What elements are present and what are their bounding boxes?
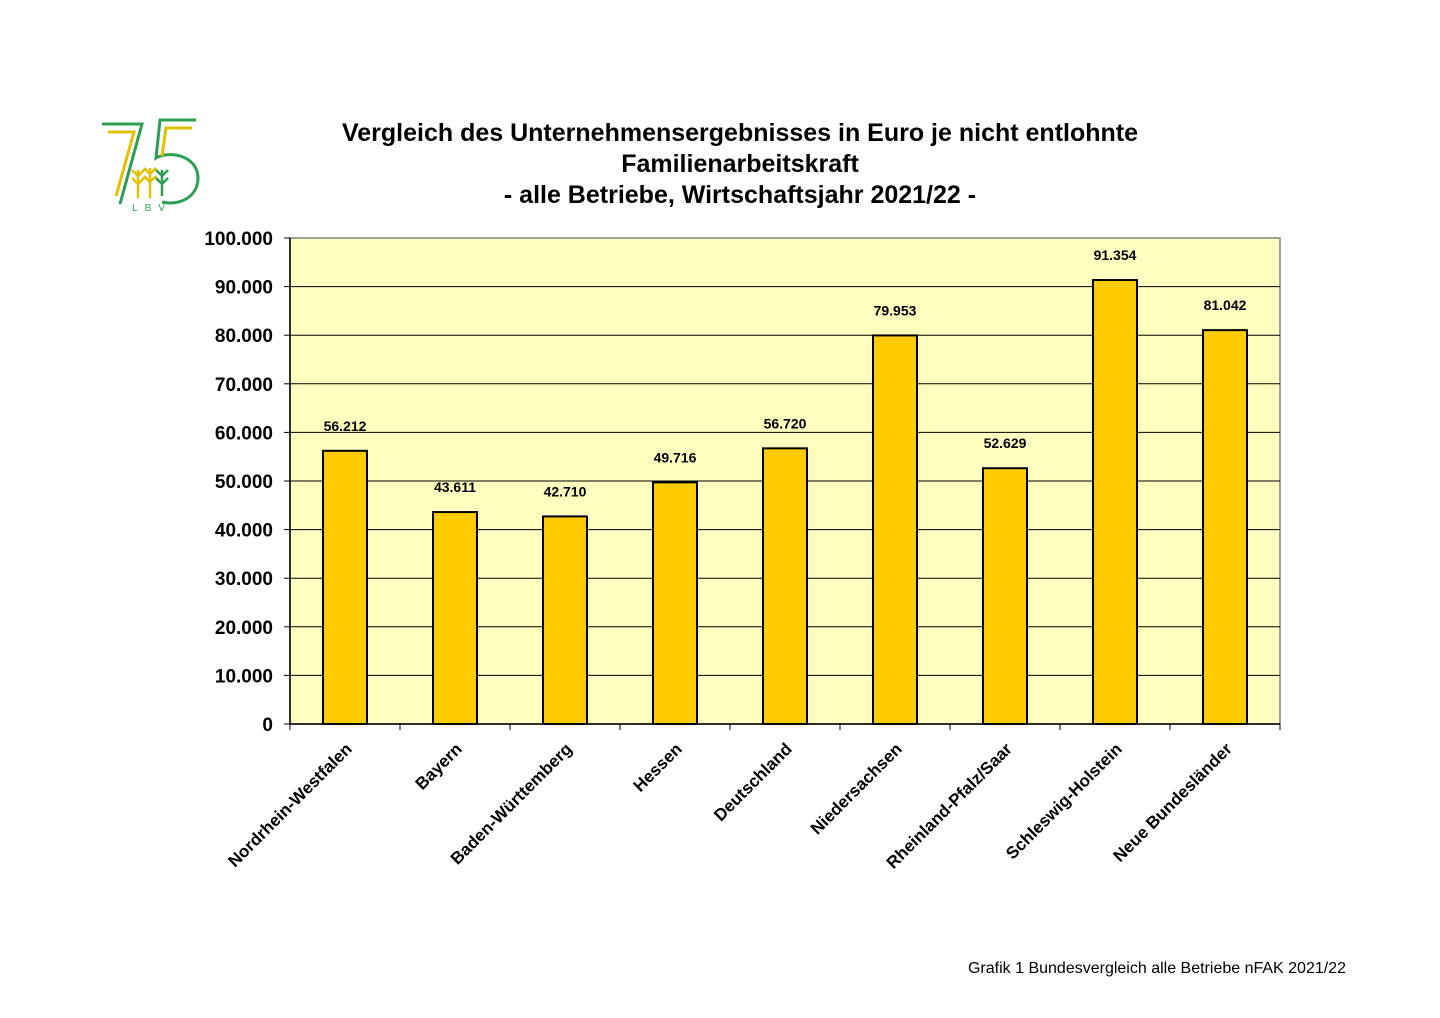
x-tick-label: Bayern: [412, 739, 466, 793]
bar: [1092, 279, 1138, 725]
data-label: 79.953: [874, 302, 917, 318]
chart-title-line-1: Vergleich des Unternehmensergebnisses in…: [341, 119, 1139, 147]
chart-title-line-2: Familienarbeitskraft: [621, 150, 859, 178]
x-tick-label: Hessen: [630, 739, 686, 795]
bar: [432, 511, 478, 725]
y-tick-label: 50.000: [215, 472, 273, 493]
chart-title: Vergleich des Unternehmensergebnisses in…: [240, 118, 1240, 211]
y-tick-label: 40.000: [215, 521, 273, 542]
y-tick-label: 0: [262, 715, 273, 736]
bar: [652, 481, 698, 726]
footnote: Grafik 1 Bundesvergleich alle Betriebe n…: [967, 960, 1346, 977]
bar: [322, 449, 368, 725]
x-tick-label: Schleswig-Holstein: [1002, 739, 1126, 863]
data-label: 56.720: [764, 415, 807, 431]
bar: [1202, 329, 1248, 725]
logo-five-green: [154, 118, 200, 205]
y-tick-label: 100.000: [204, 229, 273, 250]
data-label: 49.716: [654, 449, 697, 465]
data-label: 91.354: [1094, 247, 1137, 263]
bar: [762, 447, 808, 725]
y-tick-label: 70.000: [215, 375, 273, 396]
data-label: 52.629: [984, 435, 1027, 451]
bar: [542, 515, 588, 725]
bar: [982, 467, 1028, 725]
y-tick-label: 80.000: [215, 326, 273, 347]
logo-five-yellow: [160, 126, 192, 157]
data-label: 43.611: [434, 479, 476, 495]
logo-seven-yellow: [108, 130, 136, 197]
x-tick-label: Baden-Württemberg: [447, 739, 576, 868]
y-tick-label: 10.000: [215, 666, 273, 687]
x-tick-label: Niedersachsen: [807, 739, 906, 838]
lbv-75-logo: LBV: [102, 118, 200, 212]
x-tick-label: Rheinland-Pfalz/Saar: [883, 739, 1016, 872]
y-tick-label: 60.000: [215, 423, 273, 444]
chart-title-line-3: - alle Betriebe, Wirtschaftsjahr 2021/22…: [503, 181, 977, 209]
logo-subtext: LBV: [132, 203, 172, 212]
y-tick-label: 90.000: [215, 278, 273, 299]
data-label: 56.212: [324, 418, 367, 434]
x-tick-label: Deutschland: [710, 739, 796, 825]
wheat-icon: [131, 167, 157, 198]
data-label: 81.042: [1204, 297, 1247, 313]
x-tick-label: Nordrhein-Westfalen: [224, 739, 355, 870]
x-tick-label: Neue Bundesländer: [1109, 739, 1236, 866]
y-tick-label: 20.000: [215, 618, 273, 639]
data-label: 42.710: [544, 483, 587, 499]
y-tick-label: 30.000: [215, 569, 273, 590]
logo-seven-green: [102, 122, 144, 205]
bar: [872, 334, 918, 725]
